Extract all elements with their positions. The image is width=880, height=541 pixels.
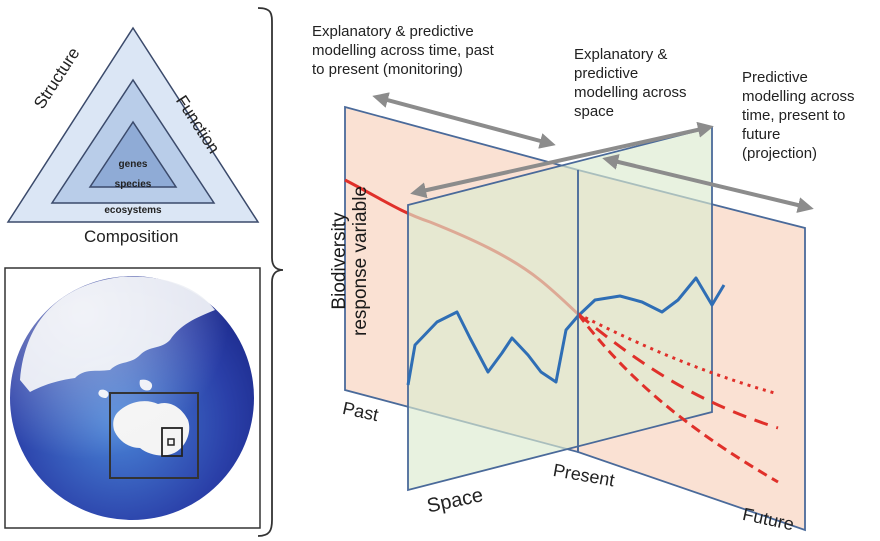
level-genes: genes	[118, 159, 148, 170]
annotation-space: Explanatory & predictive modelling acros…	[574, 46, 687, 120]
level-ecosystems: ecosystems	[104, 205, 162, 216]
y-axis-label: Biodiversity response variable	[329, 186, 371, 336]
projection-dashed-line	[577, 312, 779, 430]
triangle-label-composition: Composition	[84, 227, 179, 246]
arrow-present-to-future	[602, 154, 814, 213]
annotation-time-future: Predictive modelling across time, presen…	[742, 69, 855, 162]
grouping-brace	[257, 7, 284, 537]
projection-dash-long-line	[576, 313, 779, 484]
projection-dotted-line	[577, 312, 779, 396]
spatial-response-line	[406, 276, 726, 386]
level-species: species	[114, 179, 152, 190]
annotation-time-past: Explanatory & predictive modelling acros…	[312, 23, 494, 78]
triangle-inner	[88, 120, 178, 188]
earth-globe-icon	[10, 276, 254, 520]
arrow-across-space	[410, 121, 714, 199]
